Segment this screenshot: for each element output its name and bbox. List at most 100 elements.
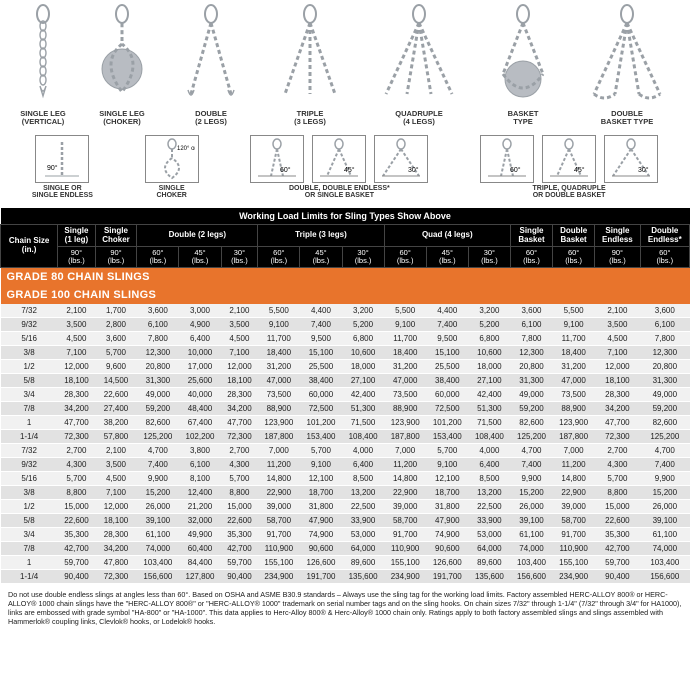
load-value-cell: 7,400 [426, 318, 468, 332]
load-value-cell: 74,000 [640, 542, 689, 556]
load-value-cell: 4,700 [510, 444, 552, 458]
load-value-cell: 18,100 [58, 374, 95, 388]
column-angle-header: 90°(lbs.) [58, 247, 95, 268]
load-value-cell: 155,100 [553, 556, 595, 570]
load-value-cell: 71,500 [468, 416, 510, 430]
load-value-cell: 7,800 [137, 332, 179, 346]
chain-size-cell: 7/32 [1, 304, 58, 318]
load-value-cell: 9,600 [95, 360, 137, 374]
column-angle-header: 45°(lbs.) [179, 247, 221, 268]
load-value-cell: 4,300 [58, 458, 95, 472]
diagram-triple: TRIPLE(3 LEGS) [270, 4, 350, 127]
load-value-cell: 18,100 [95, 514, 137, 528]
load-value-cell: 5,200 [468, 318, 510, 332]
load-value-cell: 42,700 [221, 542, 258, 556]
load-value-cell: 3,600 [95, 332, 137, 346]
load-value-cell: 53,000 [342, 528, 384, 542]
load-value-cell: 22,900 [553, 486, 595, 500]
load-value-cell: 35,300 [595, 528, 640, 542]
diagram-single-vertical: SINGLE LEG(VERTICAL) [18, 4, 68, 127]
load-value-cell: 34,200 [95, 542, 137, 556]
load-value-cell: 2,100 [95, 444, 137, 458]
load-value-cell: 3,600 [640, 304, 689, 318]
angle-diagrams: 90°SINGLE ORSINGLE ENDLESS120° or greate… [0, 131, 690, 208]
load-value-cell: 6,100 [179, 458, 221, 472]
load-value-cell: 3,600 [137, 304, 179, 318]
load-value-cell: 125,200 [510, 430, 552, 444]
load-value-cell: 22,900 [384, 486, 426, 500]
load-value-cell: 4,300 [221, 458, 258, 472]
load-value-cell: 27,100 [342, 374, 384, 388]
load-value-cell: 12,000 [58, 360, 95, 374]
load-value-cell: 9,900 [640, 472, 689, 486]
load-value-cell: 84,400 [179, 556, 221, 570]
load-value-cell: 18,000 [468, 360, 510, 374]
load-value-cell: 60,400 [179, 542, 221, 556]
table-row: 5/822,60018,10039,10032,00022,60058,7004… [1, 514, 690, 528]
column-angle-header: 45°(lbs.) [426, 247, 468, 268]
load-value-cell: 22,600 [595, 514, 640, 528]
load-value-cell: 12,100 [426, 472, 468, 486]
load-value-cell: 9,100 [426, 458, 468, 472]
chain-size-cell: 7/32 [1, 444, 58, 458]
angle-group: 120° or greaterSINGLECHOKER [145, 135, 199, 200]
load-value-cell: 7,800 [510, 332, 552, 346]
column-angle-header: 45°(lbs.) [300, 247, 342, 268]
load-value-cell: 187,800 [384, 430, 426, 444]
load-value-cell: 9,900 [137, 472, 179, 486]
load-value-cell: 22,500 [342, 500, 384, 514]
load-value-cell: 31,300 [640, 374, 689, 388]
sling-type-diagrams: SINGLE LEG(VERTICAL) SINGLE LEG(CHOKER) … [0, 0, 690, 131]
angle-group: 60°45°30°TRIPLE, QUADRUPLEOR DOUBLE BASK… [480, 135, 658, 200]
column-angle-header: 30°(lbs.) [342, 247, 384, 268]
load-value-cell: 31,800 [426, 500, 468, 514]
load-value-cell: 7,400 [640, 458, 689, 472]
load-value-cell: 28,300 [221, 388, 258, 402]
load-value-cell: 15,100 [426, 346, 468, 360]
grade-section-title: GRADE 80 CHAIN SLINGS [1, 268, 690, 287]
load-value-cell: 64,000 [468, 542, 510, 556]
load-value-cell: 12,000 [95, 500, 137, 514]
load-value-cell: 11,700 [384, 332, 426, 346]
load-value-cell: 15,000 [595, 500, 640, 514]
load-value-cell: 5,700 [426, 444, 468, 458]
load-value-cell: 48,400 [179, 402, 221, 416]
load-value-cell: 125,200 [640, 430, 689, 444]
load-value-cell: 15,200 [510, 486, 552, 500]
load-value-cell: 53,000 [468, 528, 510, 542]
table-row: 9/324,3003,5007,4006,1004,30011,2009,100… [1, 458, 690, 472]
load-value-cell: 39,100 [510, 514, 552, 528]
load-value-cell: 59,200 [510, 402, 552, 416]
load-value-cell: 4,900 [179, 318, 221, 332]
column-group-header: Chain Size(in.) [1, 224, 58, 267]
table-row: 1/215,00012,00026,00021,20015,00039,0003… [1, 500, 690, 514]
angle-box: 30° [604, 135, 658, 183]
column-angle-header: 90°(lbs.) [95, 247, 137, 268]
load-value-cell: 74,000 [137, 542, 179, 556]
load-value-cell: 15,100 [300, 346, 342, 360]
column-group-header: Double (2 legs) [137, 224, 258, 247]
column-angle-header: 60°(lbs.) [137, 247, 179, 268]
load-value-cell: 234,900 [258, 570, 300, 584]
load-value-cell: 34,200 [595, 402, 640, 416]
load-value-cell: 47,700 [58, 416, 95, 430]
load-value-cell: 14,800 [384, 472, 426, 486]
load-value-cell: 6,400 [468, 458, 510, 472]
angle-group-caption: TRIPLE, QUADRUPLEOR DOUBLE BASKET [533, 185, 606, 200]
diagram-label: SINGLE LEG(CHOKER) [99, 110, 144, 127]
load-value-cell: 47,700 [221, 416, 258, 430]
load-value-cell: 187,800 [258, 430, 300, 444]
angle-box: 60° [250, 135, 304, 183]
load-value-cell: 28,300 [58, 388, 95, 402]
chain-size-cell: 1 [1, 556, 58, 570]
load-value-cell: 33,900 [468, 514, 510, 528]
load-value-cell: 125,200 [137, 430, 179, 444]
load-value-cell: 110,900 [258, 542, 300, 556]
table-row: 159,70047,800103,40084,40059,700155,1001… [1, 556, 690, 570]
load-value-cell: 6,100 [640, 318, 689, 332]
load-value-cell: 8,800 [221, 486, 258, 500]
load-value-cell: 39,100 [137, 514, 179, 528]
load-value-cell: 89,600 [468, 556, 510, 570]
load-value-cell: 9,100 [553, 318, 595, 332]
load-value-cell: 6,800 [342, 332, 384, 346]
